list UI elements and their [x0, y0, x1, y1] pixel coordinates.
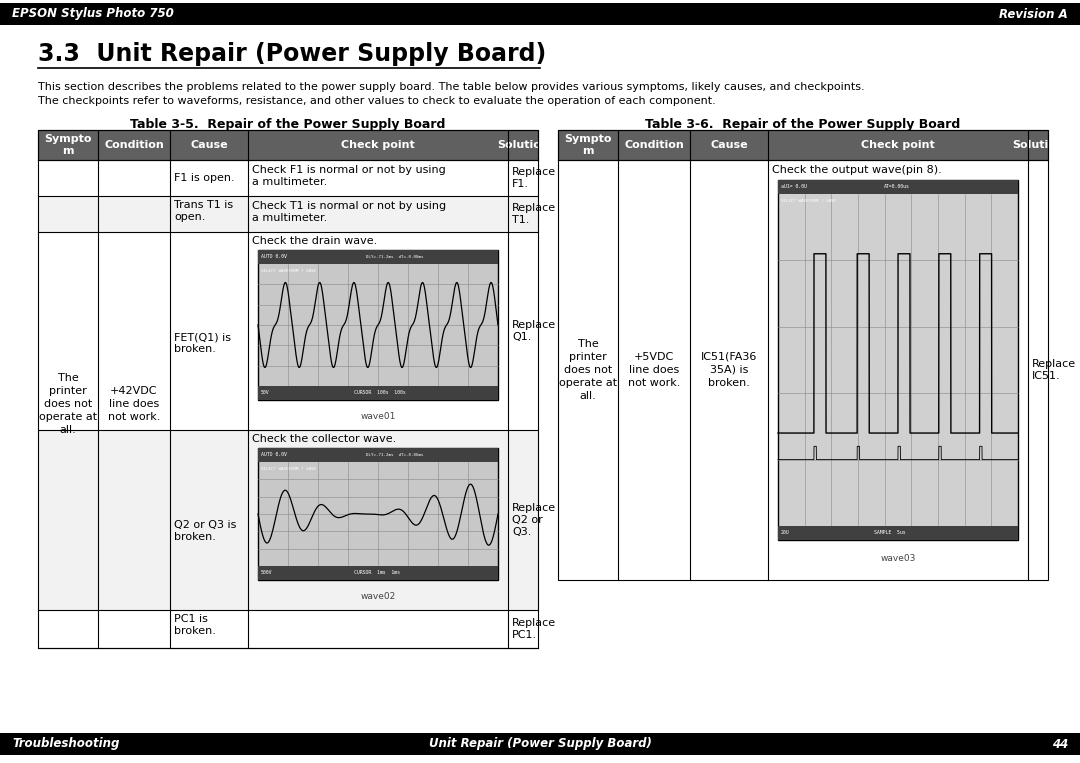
Bar — [258, 448, 498, 580]
Text: Replace
IC51.: Replace IC51. — [1032, 359, 1076, 381]
Text: Check point: Check point — [861, 140, 935, 150]
Text: wave02: wave02 — [361, 592, 395, 601]
Text: aU1= 0.0U: aU1= 0.0U — [781, 185, 807, 189]
Text: The checkpoints refer to waveforms, resistance, and other values to check to eva: The checkpoints refer to waveforms, resi… — [38, 96, 716, 106]
Text: Check T1 is normal or not by using: Check T1 is normal or not by using — [252, 201, 446, 211]
Text: Check the collector wave.: Check the collector wave. — [252, 434, 396, 444]
Text: SELECT WAVEFORM ? SAVE: SELECT WAVEFORM ? SAVE — [261, 467, 316, 471]
Bar — [258, 566, 498, 580]
Text: Replace
Q1.: Replace Q1. — [512, 320, 556, 342]
Text: Condition: Condition — [624, 140, 684, 150]
Text: AUTO 0.0V: AUTO 0.0V — [261, 452, 287, 458]
Text: 50V: 50V — [261, 391, 270, 395]
Bar — [258, 250, 498, 264]
Text: 500V: 500V — [261, 571, 272, 575]
Bar — [558, 130, 1048, 160]
Text: wave03: wave03 — [880, 554, 916, 563]
Text: +42VDC
line does
not work.: +42VDC line does not work. — [108, 386, 160, 422]
Text: DLY=-71.2ms  dT=-0.06ms: DLY=-71.2ms dT=-0.06ms — [366, 453, 423, 457]
Bar — [38, 196, 538, 232]
Text: F1 is open.: F1 is open. — [174, 173, 234, 183]
Text: Check the output wave(pin 8).: Check the output wave(pin 8). — [772, 165, 942, 175]
Text: DLY=-71.2ms  dT=-0.00ms: DLY=-71.2ms dT=-0.00ms — [366, 255, 423, 259]
Text: IC51(FA36
35A) is
broken.: IC51(FA36 35A) is broken. — [701, 352, 757, 388]
Text: AUTO 0.0V: AUTO 0.0V — [261, 255, 287, 259]
Bar — [38, 130, 538, 648]
Text: Replace
T1.: Replace T1. — [512, 203, 556, 225]
Text: CURSOR  1ms  1ms: CURSOR 1ms 1ms — [354, 571, 400, 575]
Text: Cause: Cause — [190, 140, 228, 150]
Bar — [38, 130, 538, 160]
Text: The
printer
does not
operate at
all.: The printer does not operate at all. — [39, 372, 97, 436]
Bar — [778, 526, 1018, 540]
Text: The
printer
does not
operate at
all.: The printer does not operate at all. — [559, 339, 617, 401]
Bar — [258, 250, 498, 400]
Text: Check the drain wave.: Check the drain wave. — [252, 236, 377, 246]
Text: broken.: broken. — [174, 532, 216, 542]
Text: Q2 or Q3 is: Q2 or Q3 is — [174, 520, 237, 530]
Text: SELECT WAVEFORM ? SAVE: SELECT WAVEFORM ? SAVE — [781, 199, 836, 203]
Bar — [258, 448, 498, 462]
Text: Unit Repair (Power Supply Board): Unit Repair (Power Supply Board) — [429, 738, 651, 751]
Text: Trans T1 is: Trans T1 is — [174, 200, 233, 210]
Bar — [258, 386, 498, 400]
Text: Table 3-5.  Repair of the Power Supply Board: Table 3-5. Repair of the Power Supply Bo… — [131, 118, 446, 131]
Text: This section describes the problems related to the power supply board. The table: This section describes the problems rela… — [38, 82, 865, 92]
Text: EPSON Stylus Photo 750: EPSON Stylus Photo 750 — [12, 8, 174, 21]
Text: broken.: broken. — [174, 626, 216, 636]
Text: wave01: wave01 — [361, 412, 395, 421]
Text: broken.: broken. — [174, 344, 216, 354]
Text: 20U: 20U — [781, 530, 789, 536]
Text: Solution: Solution — [497, 140, 549, 150]
Bar — [38, 130, 538, 160]
Text: Troubleshooting: Troubleshooting — [12, 738, 120, 751]
Text: Condition: Condition — [104, 140, 164, 150]
Text: Check point: Check point — [341, 140, 415, 150]
Text: Replace
PC1.: Replace PC1. — [512, 618, 556, 640]
Text: +5VDC
line does
not work.: +5VDC line does not work. — [627, 352, 680, 388]
Text: Replace
Q2 or
Q3.: Replace Q2 or Q3. — [512, 504, 556, 536]
Bar — [778, 180, 1018, 540]
Text: a multimeter.: a multimeter. — [252, 213, 327, 223]
Bar — [38, 430, 538, 610]
Text: Revision A: Revision A — [999, 8, 1068, 21]
Text: FET(Q1) is: FET(Q1) is — [174, 332, 231, 342]
Text: 3.3  Unit Repair (Power Supply Board): 3.3 Unit Repair (Power Supply Board) — [38, 42, 546, 66]
Bar — [558, 130, 1048, 580]
Text: Check F1 is normal or not by using: Check F1 is normal or not by using — [252, 165, 446, 175]
Text: AT=0.00us: AT=0.00us — [885, 185, 910, 189]
Bar — [778, 180, 1018, 194]
Text: Sympto
m: Sympto m — [44, 134, 92, 156]
Bar — [558, 130, 1048, 160]
Bar — [0, 733, 1080, 755]
Text: Replace
F1.: Replace F1. — [512, 167, 556, 188]
Text: a multimeter.: a multimeter. — [252, 177, 327, 187]
Text: open.: open. — [174, 212, 205, 222]
Text: Sympto
m: Sympto m — [564, 134, 611, 156]
Text: Solution: Solution — [1012, 140, 1064, 150]
Text: SAMPLE  5us: SAMPLE 5us — [874, 530, 906, 536]
Text: SELECT WAVEFORM ? SAVE: SELECT WAVEFORM ? SAVE — [261, 269, 316, 273]
Text: PC1 is: PC1 is — [174, 614, 207, 624]
Text: Table 3-6.  Repair of the Power Supply Board: Table 3-6. Repair of the Power Supply Bo… — [646, 118, 960, 131]
Text: 44: 44 — [1052, 738, 1068, 751]
Bar — [0, 3, 1080, 25]
Text: Cause: Cause — [711, 140, 747, 150]
Text: CURSOR  100s  100s: CURSOR 100s 100s — [354, 391, 406, 395]
